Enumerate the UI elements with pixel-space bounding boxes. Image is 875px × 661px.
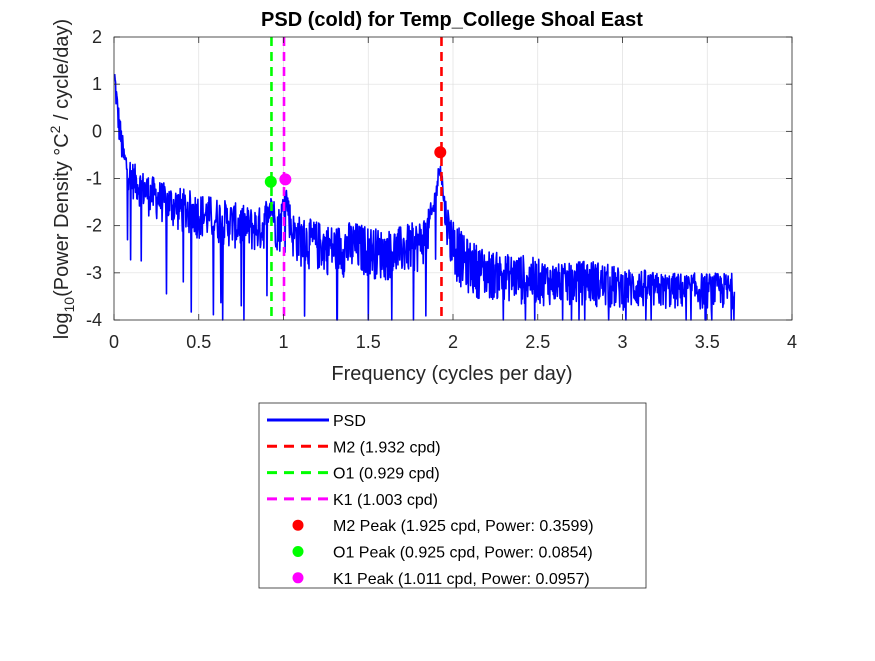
legend-items: PSD M2 (1.932 cpd) O1 (0.929 cpd) K1 (1.003… <box>267 413 594 588</box>
legend-item: M2 (1.932 cpd) <box>267 439 441 456</box>
y-axis-label-unit: °C <box>51 133 73 155</box>
x-tick-label: 0 <box>109 332 119 352</box>
legend-marker-swatch <box>292 546 304 557</box>
axis-ticks: 0 0.5 1 1.5 2 2.5 3 3.5 4 2 1 0 -1 -2 -3 -4 <box>86 27 797 352</box>
plot-area: 0 0.5 1 1.5 2 2.5 3 3.5 4 2 1 0 -1 -2 -3 -4 <box>86 27 797 352</box>
legend-box <box>258 402 647 589</box>
x-tick-label: 3.5 <box>695 332 720 352</box>
peak-marker <box>264 175 277 188</box>
legend-marker-swatch <box>292 572 304 584</box>
y-tick-label: -2 <box>86 216 102 236</box>
legend-item: K1 Peak (1.011 cpd, Power: 0.0957) <box>292 571 590 588</box>
y-axis-label-log: log <box>51 312 73 339</box>
legend-label: O1 Peak (0.925 cpd, Power: 0.0854) <box>333 545 593 562</box>
y-tick-label: -4 <box>86 310 102 330</box>
legend-item: O1 Peak (0.925 cpd, Power: 0.0854) <box>292 545 593 562</box>
y-tick-label: 1 <box>92 74 102 94</box>
legend-item: M2 Peak (1.925 cpd, Power: 0.3599) <box>292 518 594 535</box>
x-tick-label: 4 <box>787 332 797 352</box>
peak-markers <box>264 146 447 188</box>
y-axis-label-main: (Power Density <box>51 156 73 297</box>
x-tick-label: 3 <box>617 332 627 352</box>
legend-marker-swatch <box>292 519 304 531</box>
legend-label: O1 (0.929 cpd) <box>333 466 440 483</box>
legend: PSD M2 (1.932 cpd) O1 (0.929 cpd) K1 (1.003… <box>258 402 647 589</box>
legend-item: K1 (1.003 cpd) <box>267 492 438 509</box>
chart-title: PSD (cold) for Temp_College Shoal East <box>261 9 643 31</box>
x-tick-label: 2.5 <box>525 332 550 352</box>
x-tick-label: 2 <box>448 332 458 352</box>
y-axis-label: log10(Power Density °C2 / cycle/day) <box>47 19 77 339</box>
x-tick-label: 1.5 <box>356 332 381 352</box>
y-axis-label-log-subscript: 10 <box>61 297 77 313</box>
legend-label: K1 Peak (1.011 cpd, Power: 0.0957) <box>333 571 590 588</box>
legend-label: M2 (1.932 cpd) <box>333 439 441 456</box>
peak-marker <box>279 173 292 186</box>
y-tick-label: -1 <box>86 169 102 189</box>
x-tick-label: 0.5 <box>186 332 211 352</box>
psd-series <box>113 74 736 321</box>
legend-label: M2 Peak (1.925 cpd, Power: 0.3599) <box>333 518 594 535</box>
y-tick-label: 2 <box>92 27 102 47</box>
x-tick-label: 1 <box>278 332 288 352</box>
legend-item: O1 (0.929 cpd) <box>267 466 440 483</box>
y-axis-label-tail: / cycle/day) <box>51 19 73 126</box>
x-axis-label: Frequency (cycles per day) <box>331 363 572 385</box>
legend-label: PSD <box>333 413 366 430</box>
legend-label: K1 (1.003 cpd) <box>333 492 438 509</box>
legend-item: PSD <box>267 413 366 430</box>
y-axis-label-unit-superscript: 2 <box>47 125 63 133</box>
peak-marker <box>434 146 447 159</box>
y-tick-label: 0 <box>92 121 102 141</box>
y-tick-label: -3 <box>86 263 102 283</box>
psd-line <box>113 74 736 321</box>
